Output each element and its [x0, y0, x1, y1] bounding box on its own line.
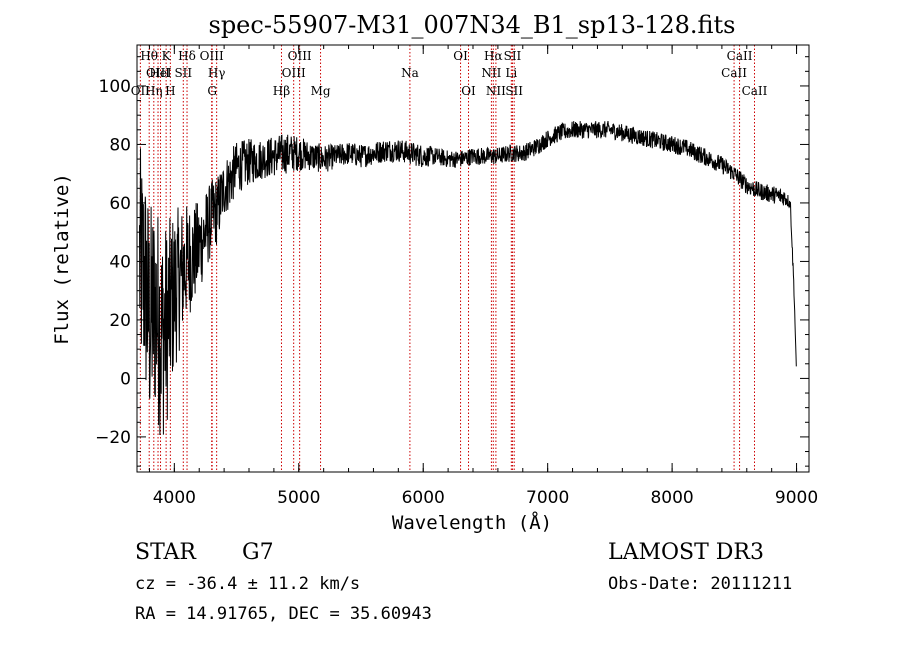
line-label-17: OI: [453, 49, 468, 63]
y-tick-label-4: 60: [109, 194, 131, 214]
y-tick-label-2: 20: [109, 311, 131, 331]
spectral-lines: [139, 45, 755, 472]
line-label-3: Hη: [145, 84, 163, 98]
line-label-26: CaII: [727, 49, 753, 63]
line-label-21: NII: [486, 84, 506, 98]
line-label-8: Hδ: [178, 49, 196, 63]
line-label-11: G: [207, 84, 217, 98]
observation-date: Obs-Date: 20111211: [608, 574, 793, 594]
line-label-13: OIII: [282, 66, 306, 80]
x-tick-label-3: 7000: [526, 488, 569, 508]
line-label-20: Hα: [484, 49, 503, 63]
object-subclass: G7: [242, 540, 274, 565]
line-label-6: H: [165, 84, 175, 98]
line-label-18: OI: [461, 84, 476, 98]
spectrum-line: [139, 121, 797, 436]
x-axis-label: Wavelength (Å): [392, 511, 552, 534]
line-label-1: Hθ: [140, 49, 158, 63]
line-label-23: SII: [504, 49, 522, 63]
line-label-19: NII: [481, 66, 501, 80]
plot-frame: [136, 44, 810, 473]
x-tick-label-1: 5000: [277, 488, 320, 508]
x-tick-label-0: 4000: [153, 488, 196, 508]
y-tick-label-1: 0: [120, 369, 131, 389]
y-tick-label-5: 80: [109, 135, 131, 155]
line-label-10: Hγ: [208, 66, 226, 80]
line-label-5: K: [162, 49, 172, 63]
line-label-16: Na: [401, 66, 419, 80]
y-tick-label-6: 100: [99, 77, 131, 97]
y-tick-label-3: 40: [109, 252, 131, 272]
line-label-12: Hβ: [273, 84, 290, 98]
line-label-2: OIII: [146, 66, 170, 80]
line-label-7: SII: [174, 66, 192, 80]
chart-title: spec-55907-M31_007N34_B1_sp13-128.fits: [209, 11, 736, 39]
line-label-22: Li: [505, 66, 517, 80]
x-tick-label-5: 9000: [775, 488, 818, 508]
spectral-line-labels: OII Hθ OIII Hη HeI K H SII Hδ OIII Hγ G Hβ OIII OIII Mg…: [131, 49, 768, 98]
y-tick-label-0: −20: [95, 428, 131, 448]
x-tick-label-2: 6000: [402, 488, 445, 508]
y-axis-label: Flux (relative): [51, 173, 73, 345]
line-label-0: OII: [131, 84, 151, 98]
redshift-velocity: cz = -36.4 ± 11.2 km/s: [135, 574, 361, 594]
line-label-24: SII: [505, 84, 523, 98]
x-tick-label-4: 8000: [650, 488, 693, 508]
line-label-27: CaII: [742, 84, 768, 98]
line-label-14: OIII: [288, 49, 312, 63]
axis-ticks: 4000 5000 6000 7000 8000 9000 −20 0 20 40 60 80 100: [95, 45, 818, 508]
line-label-4: HeI: [149, 66, 172, 80]
line-label-25: CaII: [721, 66, 747, 80]
survey-name: LAMOST DR3: [608, 540, 764, 565]
line-label-15: Mg: [311, 84, 331, 98]
object-class: STAR: [135, 540, 196, 565]
line-label-9: OIII: [200, 49, 224, 63]
coordinates: RA = 14.91765, DEC = 35.60943: [135, 604, 432, 624]
